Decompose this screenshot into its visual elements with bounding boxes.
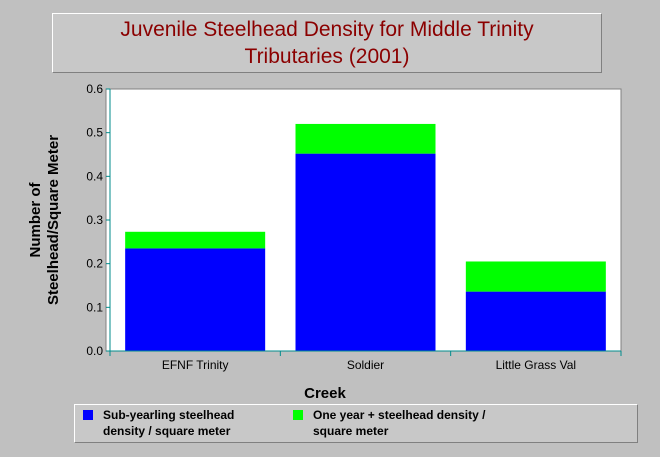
labels-layer: 0.0 0.1 0.2 0.3 0.4 0.5 0.6 EFNF Trinity Soldier… xyxy=(86,82,576,372)
y-tick-label: 0.3 xyxy=(86,213,103,227)
y-tick-label: 0.6 xyxy=(86,82,103,96)
x-axis-label: Creek xyxy=(304,385,346,402)
legend: Sub-yearling steelhead density / square … xyxy=(74,404,638,443)
legend-label-one-year-line-2: square meter xyxy=(313,424,389,438)
y-tick-label: 0.5 xyxy=(86,126,103,140)
legend-label-sub-yearling-line-1: Sub-yearling steelhead xyxy=(103,408,235,422)
bar-one-year xyxy=(125,231,266,249)
y-tick-label: 0.2 xyxy=(86,257,103,271)
bars-layer xyxy=(125,123,606,351)
axes-layer xyxy=(106,88,622,356)
legend-item-sub-yearling: Sub-yearling steelhead density / square … xyxy=(83,407,234,439)
bar-one-year xyxy=(295,123,436,154)
chart-title-line-1: Juvenile Steelhead Density for Middle Tr… xyxy=(120,18,534,41)
x-tick-label: EFNF Trinity xyxy=(162,358,229,372)
chart-title-box: Juvenile Steelhead Density for Middle Tr… xyxy=(52,13,602,73)
bar-one-year xyxy=(465,261,606,292)
y-axis-label-line-1: Number of xyxy=(27,181,44,257)
y-tick-label: 0.0 xyxy=(86,344,103,358)
bar-sub-yearling xyxy=(295,153,436,351)
bar-sub-yearling xyxy=(125,248,266,351)
legend-label-one-year-line-1: One year + steelhead density / xyxy=(313,408,486,422)
x-tick-label: Little Grass Val xyxy=(496,358,576,372)
x-tick-label: Soldier xyxy=(347,358,384,372)
chart-title-line-2: Tributaries (2001) xyxy=(244,45,410,68)
legend-swatch-one-year xyxy=(293,410,303,420)
y-tick-label: 0.4 xyxy=(86,169,103,183)
legend-swatch-sub-yearling xyxy=(83,410,93,420)
bar-sub-yearling xyxy=(465,291,606,351)
legend-item-one-year: One year + steelhead density / square me… xyxy=(293,407,485,439)
legend-label-sub-yearling-line-2: density / square meter xyxy=(103,424,231,438)
y-tick-label: 0.1 xyxy=(86,300,103,314)
y-axis-label-line-2: Steelhead/Square Meter xyxy=(45,135,62,305)
